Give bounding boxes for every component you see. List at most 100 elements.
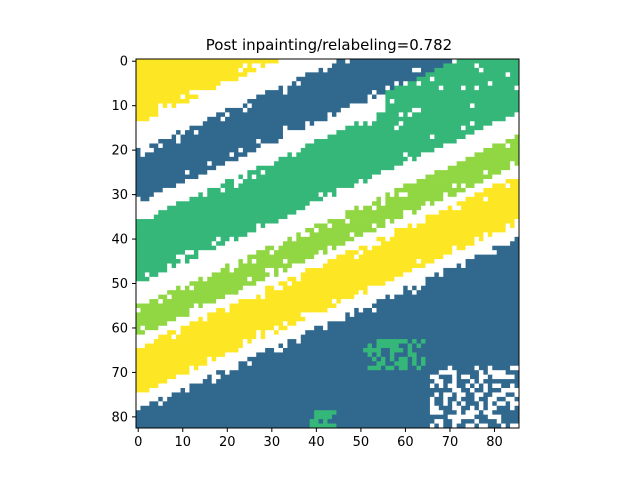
heatmap-cell-run (136, 392, 173, 398)
heatmap-cell-run (260, 143, 306, 149)
heatmap-cell-run (474, 236, 480, 242)
heatmap-cell-run (136, 161, 208, 167)
heatmap-cell-run (256, 223, 262, 229)
heatmap-cell-run (434, 201, 458, 207)
heatmap-cell-run (478, 405, 484, 411)
x-tick-label: 50 (353, 435, 370, 450)
heatmap-cell-run (225, 112, 230, 118)
heatmap-cell-run (425, 72, 507, 78)
heatmap-cell-run (354, 205, 360, 211)
heatmap-cell-run (452, 423, 458, 429)
heatmap-cell-run (407, 152, 422, 158)
heatmap-cell-run (136, 67, 239, 73)
heatmap-cell-run (505, 401, 511, 407)
heatmap-cell-run (474, 103, 520, 109)
heatmap-cell-run (265, 276, 288, 282)
heatmap-cell-run (136, 370, 190, 376)
heatmap-cell-run (136, 156, 239, 162)
heatmap-cell-run (136, 294, 159, 300)
heatmap-cell-run (380, 356, 386, 362)
x-tick-label: 0 (134, 435, 142, 450)
heatmap-cell-run (327, 112, 333, 118)
heatmap-cell-run (363, 347, 382, 353)
heatmap-cell-run (247, 99, 368, 104)
heatmap-cell-run (389, 85, 395, 91)
heatmap-cell-run (305, 125, 346, 131)
heatmap-cell-run (363, 307, 373, 313)
heatmap-cell-run (247, 361, 253, 367)
heatmap-cell-run (380, 201, 386, 207)
heatmap-cell-run (136, 99, 190, 104)
heatmap-cell-run (514, 383, 520, 389)
heatmap-cell-run (269, 272, 275, 278)
heatmap-cell-run (242, 343, 279, 349)
heatmap-cell-run (505, 396, 515, 402)
heatmap-cell-run (505, 423, 511, 429)
heatmap-cell-run (429, 201, 435, 207)
heatmap-cell-run (425, 356, 520, 362)
heatmap-cell-run (443, 192, 449, 198)
heatmap-cell-run (136, 241, 213, 247)
heatmap-cell-run (323, 196, 377, 202)
heatmap-cell-run (136, 307, 141, 313)
heatmap-cell-run (220, 81, 293, 87)
heatmap-cell-run (447, 383, 458, 389)
heatmap-cell-run (447, 165, 511, 171)
heatmap-cell-run (354, 254, 360, 260)
y-tick-label: 30 (111, 188, 128, 203)
heatmap-cell-run (492, 81, 520, 87)
heatmap-cell-run (331, 414, 449, 420)
heatmap-cell-run (407, 156, 413, 162)
heatmap-cell-run (421, 81, 489, 87)
heatmap-cell-run (452, 401, 458, 407)
heatmap-cell-run (327, 245, 333, 251)
heatmap-cell-run (487, 387, 502, 393)
heatmap-cell-run (296, 321, 328, 327)
heatmap-cell-run (162, 103, 168, 109)
heatmap-cell-run (416, 290, 520, 296)
heatmap-cell-run (136, 192, 155, 198)
heatmap-cell-run (216, 379, 435, 384)
heatmap-cell-run (184, 170, 190, 175)
heatmap-cell-run (144, 325, 159, 331)
heatmap-cell-run (149, 272, 159, 278)
heatmap-cell-run (456, 59, 520, 64)
heatmap-cell-run (189, 307, 217, 313)
heatmap-cell-run (434, 76, 520, 82)
heatmap-cell-run (407, 223, 413, 229)
heatmap-cell-run (394, 232, 484, 238)
heatmap-cell-run (443, 419, 453, 424)
heatmap-cell-run (331, 245, 337, 251)
heatmap-cell-run (140, 325, 146, 331)
heatmap-cell-run (136, 299, 150, 304)
heatmap-cell-run (514, 236, 520, 242)
heatmap-cell-run (211, 161, 226, 167)
heatmap-cell-run (416, 156, 466, 162)
heatmap-cell-run (211, 241, 217, 247)
heatmap-cell-run (505, 223, 511, 229)
heatmap-cell-run (474, 152, 520, 158)
heatmap-cell-run (487, 414, 502, 420)
heatmap-cell-run (184, 94, 199, 100)
heatmap-cell-run (447, 414, 475, 420)
heatmap-cell-run (501, 170, 520, 175)
heatmap-cell-run (376, 223, 386, 229)
heatmap-cell-run (398, 81, 404, 87)
heatmap-cell-run (403, 161, 458, 167)
heatmap-cell-run (309, 121, 315, 127)
heatmap-cell-run (269, 250, 275, 256)
heatmap-cell-run (198, 276, 204, 282)
heatmap-cell-run (385, 294, 391, 300)
heatmap-cell-run (260, 223, 266, 229)
heatmap-cell-run (349, 312, 355, 318)
heatmap-cell-run (465, 134, 515, 140)
heatmap-cell-run (345, 312, 351, 318)
heatmap-cell-run (385, 236, 391, 242)
heatmap-cell-run (229, 267, 235, 273)
heatmap-cell-run (136, 103, 159, 109)
heatmap-cell-run (434, 423, 440, 429)
x-tick-label: 60 (397, 435, 414, 450)
heatmap-cell-run (412, 107, 422, 113)
heatmap-cell-run (514, 219, 520, 224)
heatmap-cell-run (176, 330, 181, 336)
